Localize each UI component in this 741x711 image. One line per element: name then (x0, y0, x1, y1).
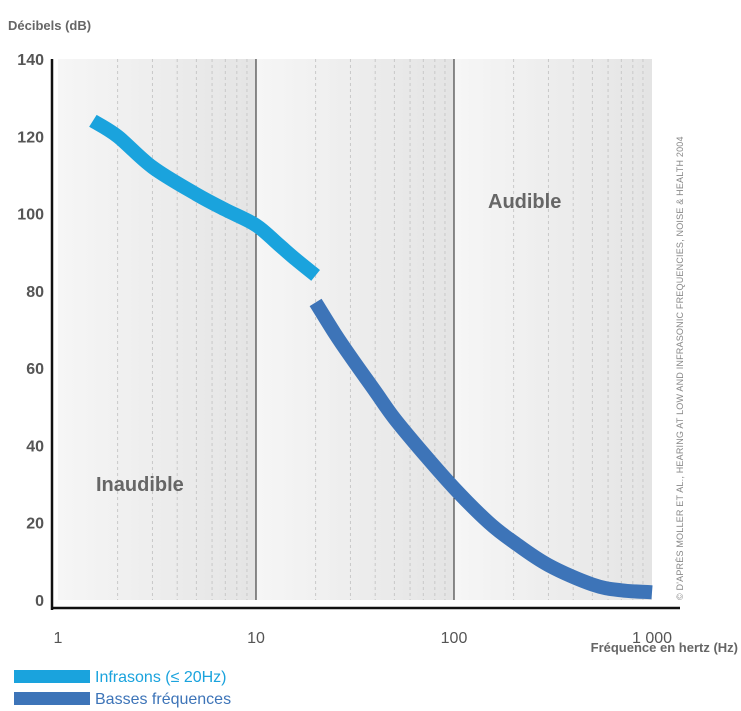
legend: Infrasons (≤ 20Hz) Basses fréquences (14, 669, 231, 708)
decade-band (454, 59, 652, 600)
y-tick-label: 140 (17, 52, 44, 69)
series-line-2 (309, 298, 653, 600)
decade-band (256, 59, 454, 600)
y-tick-labels: 0 20 40 60 80 100 120 140 (17, 52, 44, 610)
decade-bands (58, 59, 652, 600)
y-axis-title: Décibels (dB) (8, 18, 91, 33)
x-tick-labels: 1 10 100 1 000 (54, 630, 673, 647)
series-layer (89, 114, 653, 600)
decade-band (58, 59, 256, 600)
y-tick-label: 40 (26, 438, 44, 455)
region-label-inaudible: Inaudible (96, 474, 184, 496)
region-label-audible: Audible (488, 191, 561, 213)
series-line-1 (89, 114, 321, 281)
y-tick-label: 80 (26, 284, 44, 301)
y-tick-label: 100 (17, 207, 44, 224)
x-tick-label: 1 (54, 630, 63, 647)
y-tick-label: 20 (26, 516, 44, 533)
legend-label: Basses fréquences (95, 691, 231, 708)
major-gridlines (255, 59, 455, 600)
source-credit: © D'APRÈS MOLLER ET AL., HEARING AT LOW … (675, 136, 685, 600)
x-tick-label: 100 (441, 630, 468, 647)
x-tick-label: 10 (247, 630, 265, 647)
y-tick-label: 0 (35, 593, 44, 610)
y-tick-label: 60 (26, 361, 44, 378)
legend-label: Infrasons (≤ 20Hz) (95, 669, 227, 686)
legend-swatch (14, 692, 90, 705)
y-tick-label: 120 (17, 129, 44, 146)
x-axis-title: Fréquence en hertz (Hz) (591, 640, 738, 655)
legend-swatch (14, 670, 90, 683)
minor-gridlines (117, 59, 644, 600)
x-tick-label: 1 000 (632, 630, 672, 647)
